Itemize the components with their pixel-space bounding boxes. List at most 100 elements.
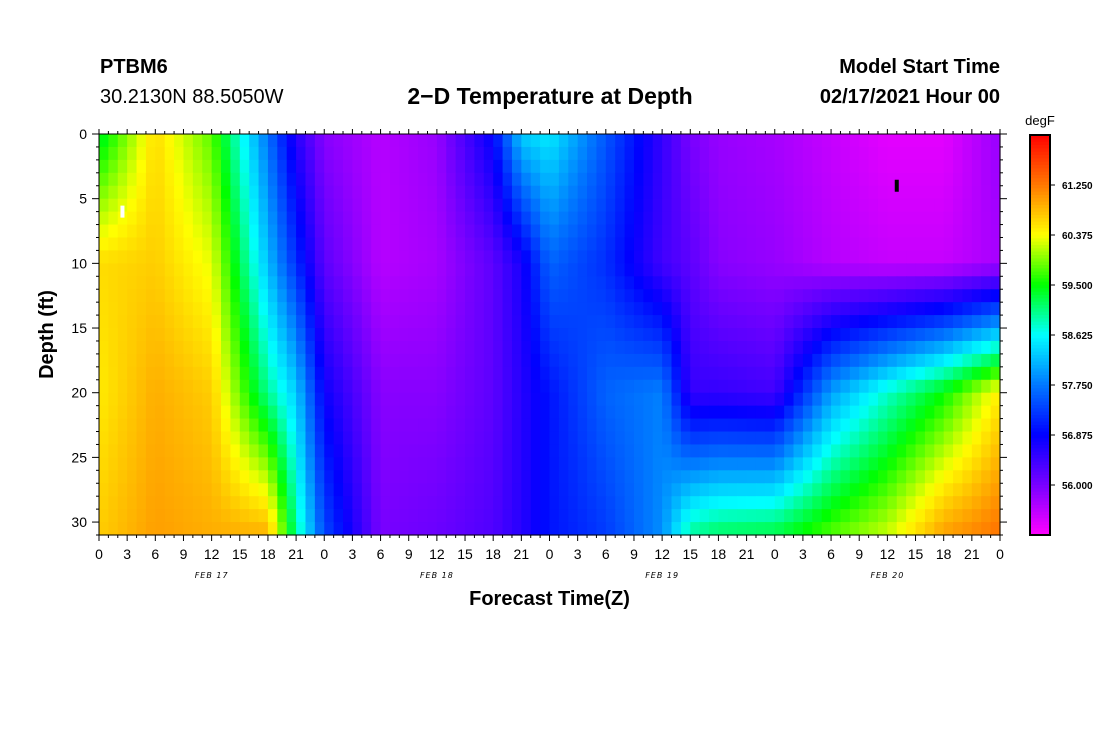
- heatmap-cell: [981, 340, 992, 355]
- heatmap-cell: [624, 418, 635, 433]
- heatmap-cell: [915, 302, 926, 316]
- heatmap-cell: [840, 146, 851, 161]
- heatmap-cell: [596, 250, 607, 264]
- heatmap-cell: [587, 276, 598, 290]
- colorbar-segment: [1030, 205, 1050, 209]
- heatmap-cell: [540, 198, 551, 213]
- heatmap-cell: [971, 522, 982, 536]
- heatmap-cell: [887, 302, 898, 316]
- heatmap-cell: [943, 522, 954, 536]
- heatmap-cell: [108, 302, 119, 316]
- heatmap-cell: [596, 146, 607, 161]
- heatmap-cell: [896, 496, 907, 510]
- heatmap-cell: [183, 198, 194, 213]
- heatmap-cell: [699, 159, 710, 174]
- heatmap-cell: [136, 250, 147, 264]
- heatmap-cell: [380, 405, 391, 420]
- heatmap-cell: [267, 146, 278, 161]
- heatmap-cell: [530, 431, 541, 446]
- heatmap-cell: [117, 496, 128, 510]
- heatmap-cell: [887, 146, 898, 161]
- heatmap-cell: [305, 353, 316, 368]
- heatmap-cell: [108, 276, 119, 290]
- heatmap-cell: [455, 263, 466, 277]
- heatmap-cell: [943, 185, 954, 200]
- heatmap-cell: [436, 146, 447, 161]
- heatmap-cell: [211, 224, 222, 239]
- heatmap-cell: [962, 431, 973, 446]
- heatmap-cell: [990, 483, 1001, 497]
- heatmap-cell: [568, 250, 579, 264]
- heatmap-cell: [802, 418, 813, 433]
- colorbar-segment: [1030, 238, 1050, 243]
- heatmap-cell: [671, 328, 682, 342]
- heatmap-cell: [887, 263, 898, 277]
- heatmap-cell: [389, 328, 400, 342]
- heatmap-cell: [145, 224, 156, 239]
- heatmap-cell: [174, 483, 185, 497]
- heatmap-cell: [793, 159, 804, 174]
- heatmap-cell: [249, 509, 260, 523]
- heatmap-cell: [624, 340, 635, 355]
- heatmap-cell: [896, 444, 907, 458]
- heatmap-cell: [784, 470, 795, 484]
- heatmap-cell: [277, 418, 288, 433]
- heatmap-cell: [155, 315, 166, 329]
- heatmap-cell: [502, 496, 513, 510]
- heatmap-cell: [192, 392, 203, 407]
- heatmap-cell: [230, 328, 241, 342]
- colorbar-segment: [1030, 378, 1050, 383]
- x-tick-label: 9: [630, 546, 638, 562]
- heatmap-cell: [408, 185, 419, 200]
- heatmap-cell: [239, 340, 250, 355]
- heatmap-cell: [352, 379, 363, 394]
- colorbar-segment: [1030, 368, 1050, 373]
- heatmap-cell: [436, 457, 447, 471]
- y-tick-label: 30: [71, 514, 87, 530]
- heatmap-cell: [868, 211, 879, 226]
- heatmap-cell: [915, 457, 926, 471]
- heatmap-cell: [680, 366, 691, 381]
- heatmap-cell: [99, 431, 109, 446]
- heatmap-cell: [849, 496, 860, 510]
- heatmap-cell: [99, 496, 109, 510]
- heatmap-cell: [408, 405, 419, 420]
- heatmap-cell: [305, 172, 316, 187]
- heatmap-cell: [324, 211, 335, 226]
- heatmap-cell: [192, 457, 203, 471]
- heatmap-cell: [718, 353, 729, 368]
- heatmap-cell: [680, 185, 691, 200]
- heatmap-cell: [108, 379, 119, 394]
- heatmap-cell: [774, 250, 785, 264]
- heatmap-cell: [239, 185, 250, 200]
- heatmap-cell: [267, 328, 278, 342]
- heatmap-cell: [202, 444, 213, 458]
- heatmap-cell: [145, 444, 156, 458]
- heatmap-cell: [737, 237, 748, 252]
- heatmap-cell: [117, 134, 128, 148]
- heatmap-cell: [502, 134, 513, 148]
- heatmap-cell: [314, 289, 325, 303]
- colorbar-segment: [1030, 348, 1050, 353]
- heatmap-cell: [765, 276, 776, 290]
- heatmap-cell: [662, 418, 673, 433]
- heatmap-cell: [474, 315, 485, 329]
- heatmap-cell: [249, 250, 260, 264]
- heatmap-cell: [399, 159, 410, 174]
- y-tick-label: 15: [71, 320, 87, 336]
- heatmap-cell: [605, 405, 616, 420]
- colorbar-segment: [1030, 515, 1050, 519]
- heatmap-cell: [202, 146, 213, 161]
- heatmap-cell: [117, 276, 128, 290]
- heatmap-cell: [727, 146, 738, 161]
- heatmap-cell: [680, 276, 691, 290]
- heatmap-cell: [249, 276, 260, 290]
- heatmap-cell: [192, 302, 203, 316]
- heatmap-cell: [343, 340, 354, 355]
- heatmap-cell: [746, 315, 757, 329]
- heatmap-cell: [333, 405, 344, 420]
- heatmap-cell: [99, 483, 109, 497]
- heatmap-cell: [831, 431, 842, 446]
- heatmap-cell: [699, 340, 710, 355]
- heatmap-cell: [511, 457, 522, 471]
